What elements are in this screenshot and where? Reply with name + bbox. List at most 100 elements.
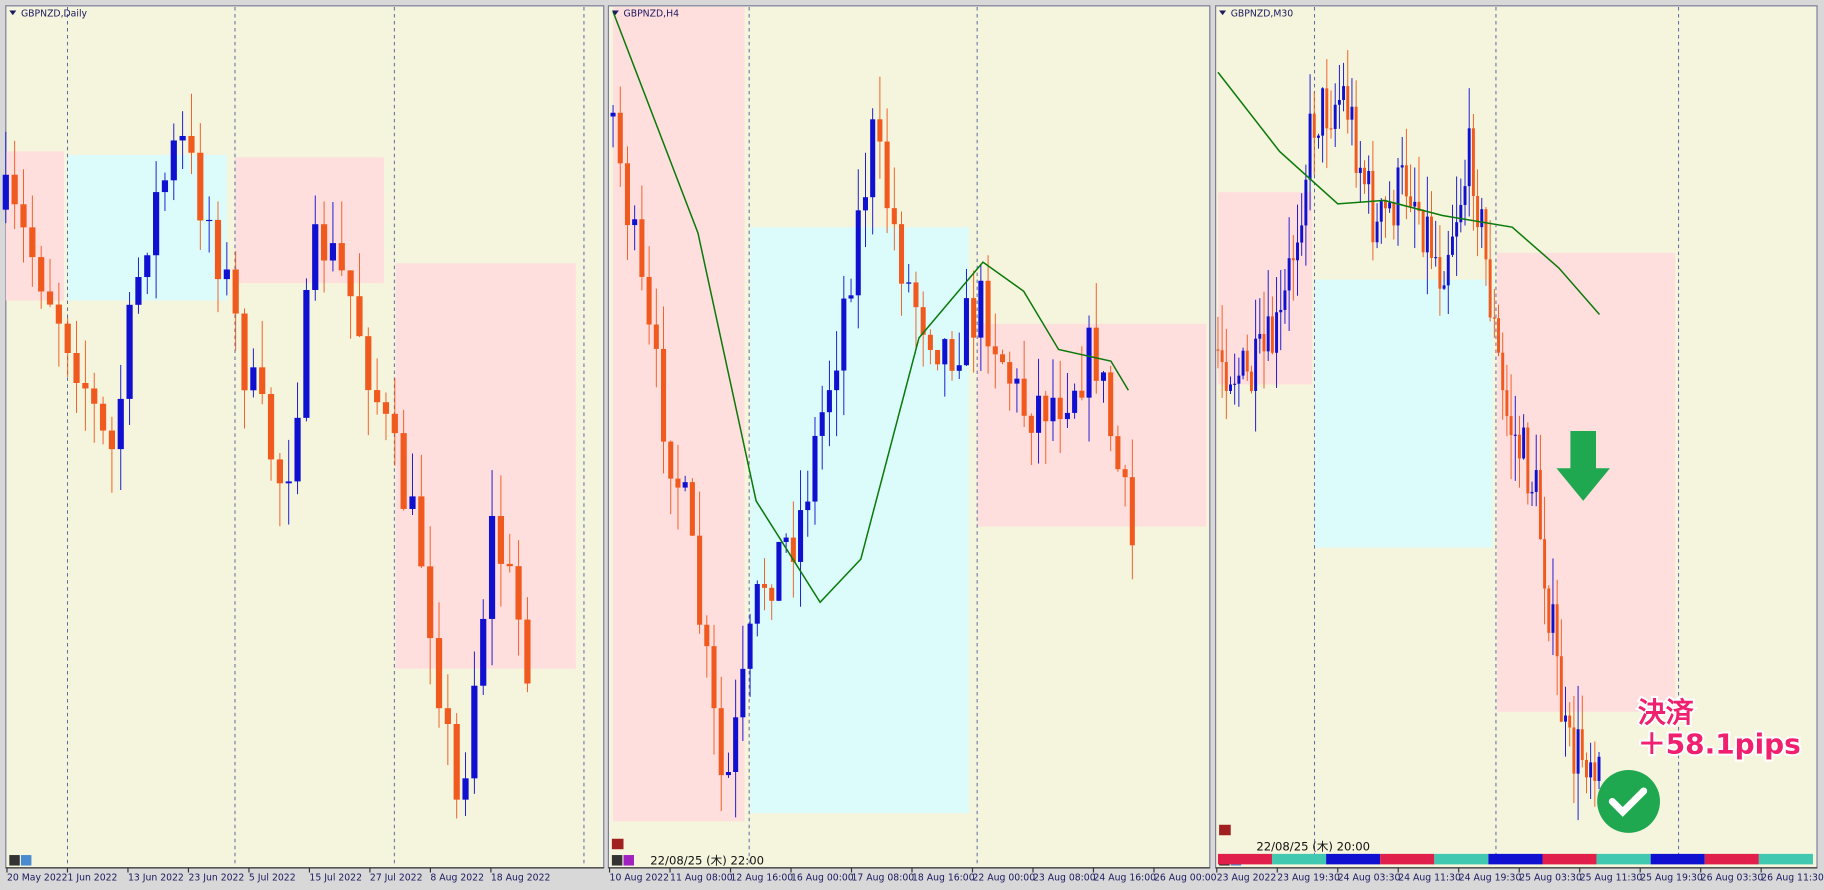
candle <box>1363 167 1366 185</box>
candle <box>1329 128 1333 130</box>
candle <box>1050 397 1056 422</box>
candle <box>1291 258 1295 261</box>
session-segment <box>1434 853 1489 865</box>
x-label: 25 Aug 03:30 <box>1519 873 1582 884</box>
timestamp: 22/08/25 (木) 20:00 <box>1256 839 1370 853</box>
candle <box>913 282 919 308</box>
candle <box>971 298 977 338</box>
candle <box>241 313 248 391</box>
candle <box>1237 375 1241 384</box>
candle <box>374 390 381 403</box>
candle <box>949 339 955 371</box>
candle <box>790 537 796 562</box>
candle <box>1555 604 1559 657</box>
toolbar-icon <box>623 855 634 866</box>
candle <box>1576 729 1580 774</box>
x-label: 17 Aug 08:00 <box>852 873 915 884</box>
candle <box>689 482 695 536</box>
candle <box>841 298 847 371</box>
candle <box>418 496 425 567</box>
candle <box>144 255 151 278</box>
candle <box>1379 200 1383 222</box>
candle <box>1122 469 1128 478</box>
candle <box>1350 106 1354 120</box>
candle <box>1108 372 1114 437</box>
candle <box>1564 715 1567 722</box>
candle <box>29 227 36 258</box>
down-arrow <box>1556 431 1610 501</box>
candle <box>1425 216 1429 253</box>
candle <box>1375 221 1379 243</box>
moving-average <box>1217 71 1601 316</box>
candle <box>1455 222 1459 237</box>
candle <box>1304 179 1308 226</box>
x-label: 12 Aug 16:00 <box>731 873 794 884</box>
candle <box>783 537 789 542</box>
candle <box>1438 257 1442 289</box>
candle <box>1296 242 1299 261</box>
candle <box>1505 390 1509 417</box>
zone <box>1217 192 1313 385</box>
moving-average <box>612 11 1130 604</box>
candle <box>170 140 177 181</box>
candle <box>338 243 345 271</box>
session-segment <box>1217 853 1273 865</box>
candle <box>1501 352 1505 391</box>
candle <box>1413 201 1417 207</box>
candle <box>1007 362 1013 384</box>
candle <box>108 430 116 450</box>
panel-title: GBPNZD,Daily <box>21 8 88 19</box>
candle <box>646 276 652 325</box>
candle <box>320 224 328 261</box>
chart-panel: GBPNZD,Daily 20 May 2022 1 Jun 2022 13 Jun … <box>2 5 605 884</box>
candle <box>400 433 407 509</box>
zone <box>1314 279 1493 548</box>
candle <box>1471 128 1475 196</box>
candle <box>1057 397 1063 420</box>
candle <box>870 119 876 198</box>
candle <box>427 566 434 639</box>
candle <box>1559 656 1563 722</box>
candle <box>1245 350 1249 372</box>
candle <box>1543 539 1547 589</box>
candle <box>365 336 372 391</box>
candle <box>942 339 948 365</box>
candle <box>891 208 897 225</box>
candle <box>329 243 337 261</box>
candle <box>179 135 186 141</box>
zone <box>234 157 384 284</box>
annotation: ＋58.1pips <box>1638 728 1801 761</box>
candle <box>798 510 804 562</box>
candle <box>906 282 912 284</box>
candle <box>668 441 674 479</box>
candle <box>1241 350 1245 376</box>
x-label: 23 Aug 19:30 <box>1277 873 1340 884</box>
panel-title: GBPNZD,H4 <box>624 8 680 19</box>
x-label: 11 Aug 08:00 <box>670 873 733 884</box>
candle <box>848 295 854 299</box>
candle <box>978 280 984 338</box>
candle <box>303 289 310 418</box>
candle <box>639 219 645 277</box>
session-segment <box>1380 853 1435 865</box>
x-label: 24 Aug 19:30 <box>1459 873 1522 884</box>
x-label: 23 Aug 08:00 <box>1033 873 1096 884</box>
candle <box>1028 415 1034 433</box>
session-segment <box>1326 853 1381 865</box>
candle <box>1467 128 1471 187</box>
candle <box>1551 604 1555 633</box>
candle <box>1279 309 1283 313</box>
panel-title: GBPNZD,M30 <box>1231 8 1294 19</box>
candle <box>1093 327 1099 381</box>
candle <box>1072 390 1078 413</box>
candle <box>675 478 681 488</box>
candle <box>1492 317 1496 319</box>
candle <box>462 778 469 800</box>
candle <box>682 482 688 488</box>
candle <box>1275 312 1279 353</box>
candle <box>435 638 443 709</box>
candle <box>153 192 160 256</box>
candle <box>1513 434 1517 436</box>
candle <box>632 219 638 226</box>
